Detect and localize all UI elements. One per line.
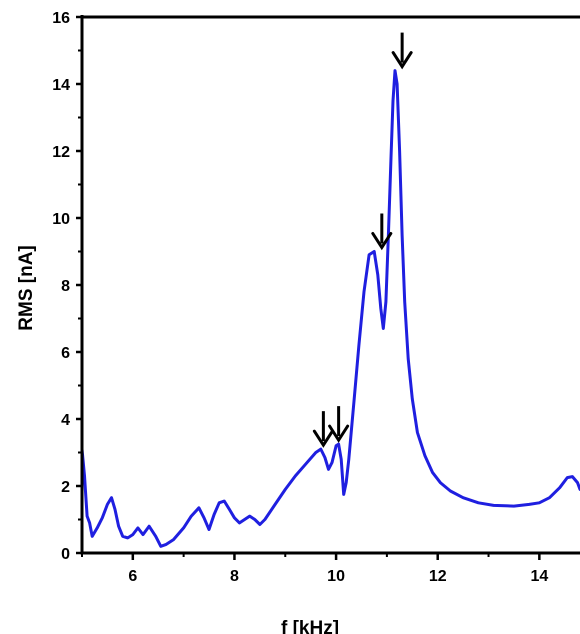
y-tick-label: 16 (52, 10, 70, 27)
series-group (80, 69, 580, 548)
y-tick-label: 0 (61, 546, 70, 563)
peak-arrow (312, 411, 334, 448)
y-axis-ticks: 0 2 4 6 8 10 12 14 16 (52, 10, 82, 563)
y-tick-label: 8 (61, 278, 70, 295)
x-tick-label: 12 (429, 568, 447, 585)
y-tick-label: 12 (52, 144, 70, 161)
y-tick-label: 4 (61, 412, 70, 429)
y-tick-label: 6 (61, 345, 70, 362)
peak-arrow (391, 32, 413, 70)
x-tick-label: 10 (327, 568, 345, 585)
x-axis-title: f [kHz] (281, 618, 339, 634)
x-tick-label: 14 (530, 568, 548, 585)
x-tick-label: 6 (128, 568, 137, 585)
peak-arrow (371, 213, 393, 251)
x-axis-ticks: 6 8 10 12 14 (81, 553, 548, 585)
y-tick-label: 2 (61, 479, 70, 496)
y-tick-label: 14 (52, 77, 70, 94)
y-axis-title: RMS [nA] (16, 245, 37, 330)
data-line (80, 69, 580, 548)
arrow-annotations (312, 32, 413, 448)
y-tick-label: 10 (52, 211, 70, 228)
x-tick-label: 8 (230, 568, 239, 585)
peak-arrow (328, 406, 350, 443)
